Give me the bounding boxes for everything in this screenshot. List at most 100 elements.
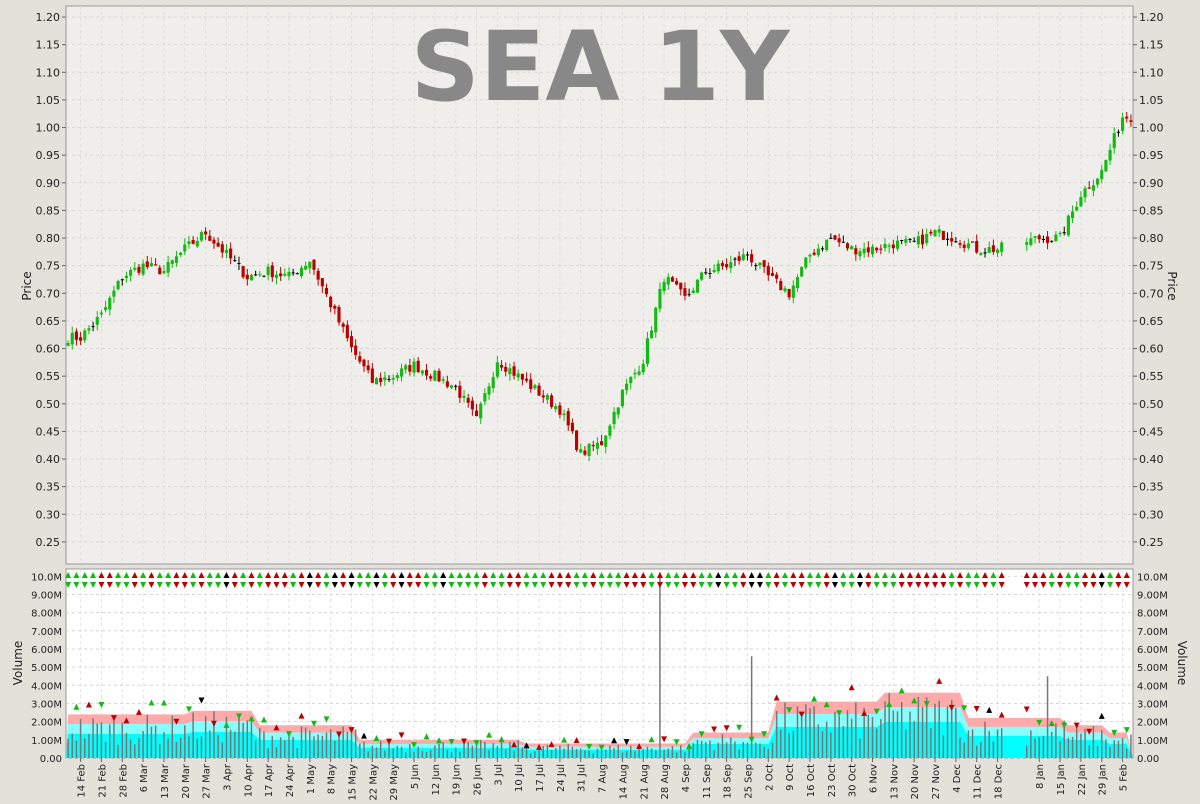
signal-marker-down	[98, 582, 105, 588]
volume-signal-marker	[936, 677, 943, 684]
signal-marker-up	[298, 572, 305, 578]
volume-signal-marker	[98, 702, 105, 709]
signal-marker-up	[940, 572, 947, 578]
signal-marker-down	[323, 582, 330, 588]
candle-body	[708, 273, 712, 275]
signal-marker-up	[290, 572, 297, 578]
candle-body	[758, 262, 762, 266]
signal-marker-up	[306, 572, 313, 578]
volume-tick-label: 0.00	[1137, 754, 1159, 765]
volume-signal-marker	[448, 739, 455, 746]
candle-body	[108, 297, 112, 310]
candle-body	[562, 413, 566, 416]
signal-marker-down	[990, 582, 997, 588]
volume-signal-marker	[348, 727, 355, 734]
volume-signal-marker	[923, 701, 930, 708]
signal-marker-up	[248, 572, 255, 578]
candle-body	[579, 449, 583, 453]
candle-body	[650, 330, 654, 339]
candle-body	[1091, 185, 1095, 191]
candle-body	[666, 276, 670, 285]
signal-marker-up	[882, 572, 889, 578]
candle-body	[950, 238, 954, 242]
candle-body	[149, 263, 154, 267]
volume-signal-marker	[798, 711, 805, 718]
candle-body	[908, 239, 912, 241]
signal-marker-up	[731, 572, 738, 578]
signal-marker-down	[765, 582, 772, 588]
candle-body	[229, 248, 233, 259]
signal-marker-up	[523, 572, 530, 578]
volume-signal-marker	[673, 739, 680, 746]
candle-body	[1075, 206, 1079, 211]
candle-body	[566, 411, 570, 426]
candle-body	[816, 248, 820, 256]
candle-body	[270, 265, 274, 278]
date-tick-label: 8 May	[327, 764, 338, 794]
candle-body	[491, 377, 495, 389]
candle-body	[570, 422, 574, 432]
volume-signal-marker	[135, 708, 142, 715]
price-tick-label: 1.05	[36, 94, 61, 107]
date-tick-label: 20 Nov	[910, 764, 921, 800]
price-tick-label: 0.45	[36, 425, 61, 438]
candle-body	[258, 274, 262, 276]
signal-marker-up	[240, 572, 247, 578]
signal-marker-down	[1048, 582, 1055, 588]
candle-body	[466, 397, 470, 403]
signal-marker-up	[631, 572, 638, 578]
candle-body	[620, 389, 624, 407]
volume-signal-marker	[336, 731, 343, 738]
candle-body	[887, 245, 891, 247]
candle-body	[74, 331, 78, 340]
candle-body	[212, 239, 216, 244]
volume-signal-marker	[436, 737, 443, 744]
volume-axis-label-right: Volume	[1175, 641, 1189, 686]
date-tick-label: 22 May	[368, 764, 379, 800]
volume-signal-marker	[848, 684, 855, 691]
signal-marker-up	[815, 572, 822, 578]
candle-body	[187, 241, 191, 245]
volume-tick-label: 3.00M	[31, 699, 62, 710]
candle-body	[124, 275, 128, 278]
price-tick-label: 0.30	[36, 508, 61, 521]
date-tick-label: 15 Jan	[1056, 764, 1067, 795]
signal-marker-down	[131, 582, 138, 588]
signal-marker-up	[1098, 572, 1105, 578]
candle-body	[458, 385, 462, 398]
candle-body	[145, 261, 149, 268]
signal-marker-up	[473, 572, 480, 578]
signal-marker-up	[465, 572, 472, 578]
candle-body	[358, 356, 362, 362]
candle-body	[558, 405, 562, 415]
signal-marker-down	[515, 582, 522, 588]
signal-marker-up	[698, 572, 705, 578]
price-axis-left: 0.25 0.30 0.35 0.40 0.45 0.50 0.55 0.60 0.65 0.70…	[36, 11, 66, 549]
signal-marker-down	[190, 582, 197, 588]
date-tick-label: 17 Jul	[535, 764, 546, 792]
signal-marker-down	[1082, 582, 1089, 588]
candle-body	[116, 280, 120, 290]
signal-marker-up	[1090, 572, 1097, 578]
candle-body	[537, 385, 541, 396]
signal-marker-up	[606, 572, 613, 578]
candle-body	[433, 370, 437, 381]
volume-signal-marker	[723, 725, 730, 732]
signal-marker-down	[873, 582, 880, 588]
candle-body	[512, 366, 516, 376]
candle-body	[541, 395, 545, 398]
candle-body	[837, 238, 841, 243]
signal-marker-down	[940, 582, 947, 588]
date-tick-label: 17 Apr	[264, 763, 275, 797]
candle-body	[237, 262, 241, 264]
volume-signal-marker	[210, 720, 217, 727]
candle-body	[216, 242, 220, 247]
candle-body	[904, 238, 908, 243]
signal-marker-down	[106, 582, 113, 588]
signal-marker-down	[1123, 582, 1130, 588]
volume-signal-marker	[911, 697, 918, 704]
signal-marker-up	[256, 572, 263, 578]
volume-signal-marker	[73, 703, 80, 710]
volume-tick-label: 2.00M	[1137, 718, 1168, 729]
candle-body	[575, 430, 579, 450]
